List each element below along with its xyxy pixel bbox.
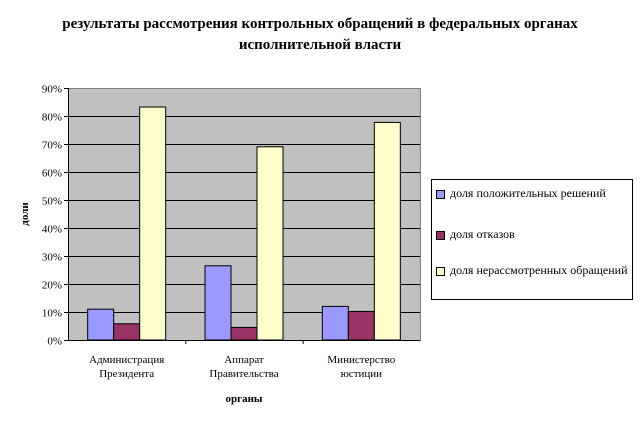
y-tick-label: 10% <box>42 308 62 320</box>
axes <box>64 88 421 344</box>
y-tick-label: 30% <box>42 252 62 264</box>
legend-item: доля положительных решений <box>436 186 630 201</box>
y-tick-label: 80% <box>42 112 62 124</box>
bar <box>373 121 401 341</box>
labels: 0% 10% 20% 30% 40% 50% 60% 70% 80% 90% Администрац… <box>42 84 396 381</box>
bar <box>347 310 375 341</box>
x-category-label: Министерство <box>327 354 395 366</box>
bar <box>204 265 232 341</box>
bar <box>139 106 167 341</box>
y-tick-label: 90% <box>42 84 62 96</box>
x-category-label: Аппарат <box>224 354 264 366</box>
plot-area <box>68 88 420 340</box>
legend-swatch <box>436 190 445 199</box>
y-axis-label: доли <box>19 202 31 226</box>
legend-item: доля отказов <box>436 227 630 242</box>
x-category-label: Правительства <box>209 368 278 380</box>
legend-swatch <box>436 267 445 276</box>
y-tick-label: 40% <box>42 224 62 236</box>
bar <box>113 323 141 341</box>
bar <box>230 326 258 341</box>
chart-title: результаты рассмотрения контрольных обра… <box>62 16 578 53</box>
bar <box>256 146 284 341</box>
bars <box>87 106 401 341</box>
x-axis-label: органы <box>225 393 262 405</box>
x-category-label: Администрация <box>89 354 164 366</box>
legend-label: доля отказов <box>450 227 515 241</box>
y-tick-label: 70% <box>42 140 62 152</box>
y-tick-label: 60% <box>42 168 62 180</box>
y-tick-label: 20% <box>42 280 62 292</box>
legend-label: доля нерассмотренных обращений <box>450 263 628 277</box>
legend: доля положительных решений доля отказов до… <box>431 179 633 300</box>
legend-item: доля нерассмотренных обращений <box>436 263 630 278</box>
gridlines <box>68 88 420 313</box>
bar <box>87 308 115 341</box>
y-tick-label: 0% <box>47 336 62 348</box>
legend-label: доля положительных решений <box>450 186 606 200</box>
bar <box>321 305 349 341</box>
legend-swatch <box>436 231 445 240</box>
x-category-label: юстиции <box>341 368 383 380</box>
y-tick-label: 50% <box>42 196 62 208</box>
x-category-label: Президента <box>99 368 154 380</box>
